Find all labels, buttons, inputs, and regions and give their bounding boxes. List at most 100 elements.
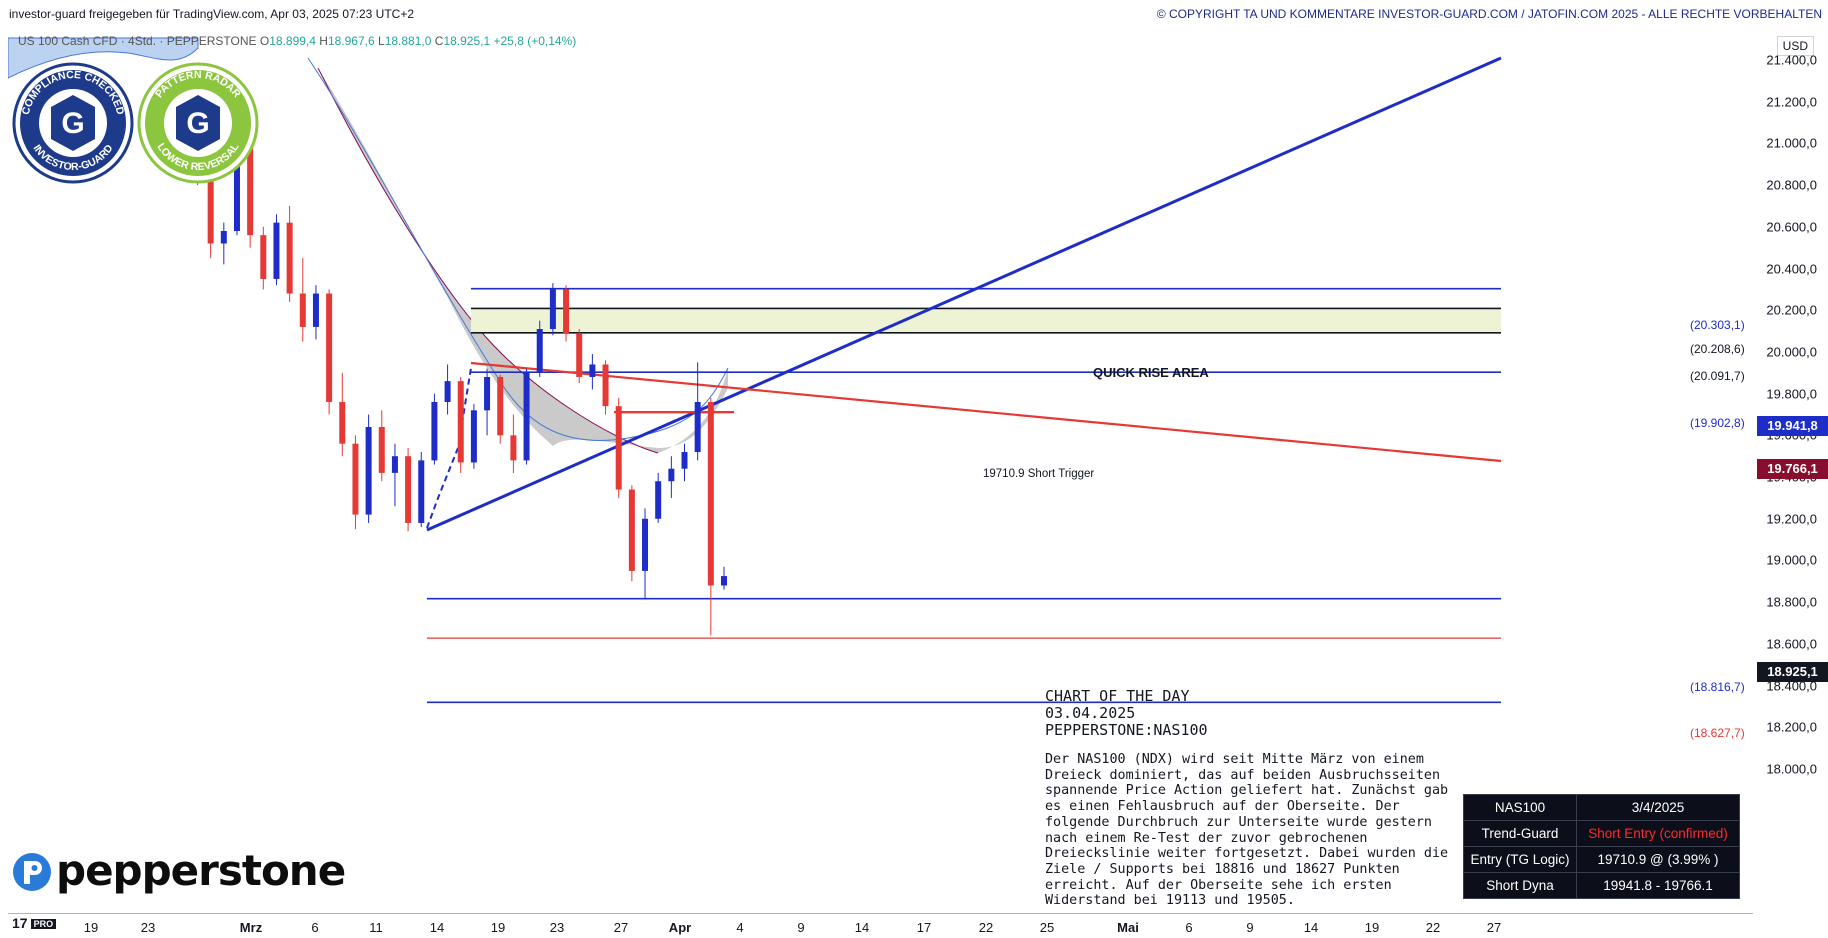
y-tick-label: 19.000,0 <box>1766 552 1817 568</box>
candle-body <box>523 372 530 461</box>
table-cell: 3/4/2025 <box>1576 794 1740 821</box>
symbol-legend[interactable]: US 100 Cash CFD · 4Std. · PEPPERSTONE O1… <box>18 34 576 48</box>
candle-body <box>668 468 675 482</box>
trend-guard-table: NAS100 3/4/2025 Trend-Guard Short Entry … <box>1463 794 1740 899</box>
chart-date: 03.04.2025 <box>1045 704 1136 722</box>
level-label-20091: (20.091,7) <box>1690 369 1745 383</box>
candle-body <box>563 289 570 334</box>
level-label-18627: (18.627,7) <box>1690 726 1745 740</box>
x-tick-label: 4 <box>736 920 744 935</box>
ohlc-high-label: H <box>319 34 328 48</box>
level-label-20303: (20.303,1) <box>1690 318 1745 332</box>
short-trigger-label: 19710.9 Short Trigger <box>983 468 1095 480</box>
chart-of-the-day-block: CHART OF THE DAY 03.04.2025 PEPPERSTONE:… <box>1045 688 1208 739</box>
candle-body <box>470 410 477 463</box>
x-tick-label: 6 <box>1185 920 1193 935</box>
badge2-letter: G <box>186 107 209 140</box>
candle-body <box>326 293 333 402</box>
y-tick-label: 21.000,0 <box>1766 135 1817 151</box>
cloud-area <box>318 68 728 453</box>
currency-unit[interactable]: USD <box>1776 36 1814 56</box>
x-tick-label: 19 <box>83 920 99 935</box>
candle-body <box>497 376 504 436</box>
candle-body <box>391 456 398 473</box>
y-tick-label: 19.800,0 <box>1766 386 1817 402</box>
candle-body <box>365 427 372 515</box>
x-tick-label: 14 <box>429 920 445 935</box>
price-change: +25,8 (+0,14%) <box>493 34 577 48</box>
candle-body <box>457 381 464 463</box>
x-tick-label: Apr <box>668 920 692 935</box>
pro-badge: PRO <box>30 919 57 930</box>
table-cell: Short Entry (confirmed) <box>1576 820 1740 847</box>
ohlc-open: 18.899,4 <box>269 34 316 48</box>
table-row: Trend-Guard Short Entry (confirmed) <box>1463 820 1740 847</box>
last-price-tag: 18.925,1 <box>1757 662 1828 682</box>
compliance-badge: COMPLIANCE CHECKED INVESTOR-GUARD G <box>12 62 134 184</box>
candle-body <box>589 364 596 377</box>
table-cell: NAS100 <box>1463 794 1577 821</box>
price-chart[interactable] <box>8 28 1754 913</box>
header-bar: investor-guard freigegeben für TradingVi… <box>0 0 1828 28</box>
pepperstone-logo: pepperstone <box>12 846 346 897</box>
table-row: NAS100 3/4/2025 <box>1463 794 1740 821</box>
candle-body <box>707 401 714 586</box>
y-tick-label: 19.200,0 <box>1766 511 1817 527</box>
x-tick-label: 25 <box>1039 920 1055 935</box>
candle-body <box>431 401 438 461</box>
x-tick-label: 23 <box>140 920 156 935</box>
pattern-dashed-line <box>426 367 472 529</box>
ohlc-close-label: C <box>434 34 444 48</box>
x-tick-label: 27 <box>613 920 629 935</box>
triangle-resistance-line <box>470 361 1502 463</box>
y-tick-label: 18.200,0 <box>1766 719 1817 735</box>
candle-body <box>576 333 583 377</box>
x-tick-label: 11 <box>369 920 383 935</box>
ohlc-high: 18.967,6 <box>327 34 375 48</box>
pattern-radar-badge: PATTERN RADAR LOWER REVERSAL G <box>137 62 259 184</box>
y-tick-label: 18.800,0 <box>1766 594 1817 610</box>
tradingview-mark: 17 <box>12 915 28 931</box>
table-cell: Trend-Guard <box>1463 820 1577 847</box>
y-tick-label: 18.600,0 <box>1766 636 1817 652</box>
candle-body <box>536 329 543 373</box>
x-tick-label: 19 <box>1364 920 1380 935</box>
x-tick-label: 22 <box>978 920 994 935</box>
y-tick-label: 21.200,0 <box>1766 94 1817 110</box>
candle-body <box>655 481 662 519</box>
candle-body <box>681 452 688 469</box>
symbol-name: US 100 Cash CFD · 4Std. · PEPPERSTONE <box>18 34 257 48</box>
time-axis[interactable]: 19 23 Mrz 6 11 14 19 23 27 Apr 4 9 14 17 22 25 Mai 6 9 14 19… <box>8 913 1753 938</box>
candle-body <box>273 222 280 279</box>
y-tick-label: 20.000,0 <box>1766 344 1817 360</box>
table-cell: 19941.8 - 19766.1 <box>1576 872 1740 899</box>
x-tick-label: 14 <box>1303 920 1319 935</box>
candle-body <box>484 376 491 411</box>
x-tick-label: Mai <box>1117 920 1139 935</box>
ohlc-low: 18.881,0 <box>384 34 432 48</box>
table-row: Entry (TG Logic) 19710.9 @ (3.99% ) <box>1463 846 1740 873</box>
commentary-text: Der NAS100 (NDX) wird seit Mitte März vo… <box>1045 752 1449 909</box>
candle-body <box>615 406 622 490</box>
candle-body <box>299 293 306 327</box>
table-cell: Entry (TG Logic) <box>1463 846 1577 873</box>
candle-body <box>405 456 412 523</box>
chart-symbol: PEPPERSTONE:NAS100 <box>1045 721 1208 739</box>
candle-body <box>721 576 727 586</box>
table-cell: 19710.9 @ (3.99% ) <box>1576 846 1740 873</box>
tradingview-logo[interactable]: 17 PRO <box>12 915 57 931</box>
candle-body <box>286 222 293 294</box>
x-tick-label: 14 <box>854 920 870 935</box>
candle-body <box>339 401 346 444</box>
candle-body <box>642 518 649 571</box>
candle-body <box>444 381 451 402</box>
level-label-19902: (19.902,8) <box>1690 416 1745 430</box>
x-tick-label: 17 <box>916 920 932 935</box>
x-tick-label: 9 <box>1246 920 1254 935</box>
quick-rise-area-label: QUICK RISE AREA <box>1093 365 1209 380</box>
badge1-letter: G <box>61 107 84 140</box>
x-tick-label: Mrz <box>239 920 263 935</box>
candle-body <box>628 489 635 571</box>
candle-body <box>233 139 240 231</box>
candle-body <box>247 139 254 236</box>
